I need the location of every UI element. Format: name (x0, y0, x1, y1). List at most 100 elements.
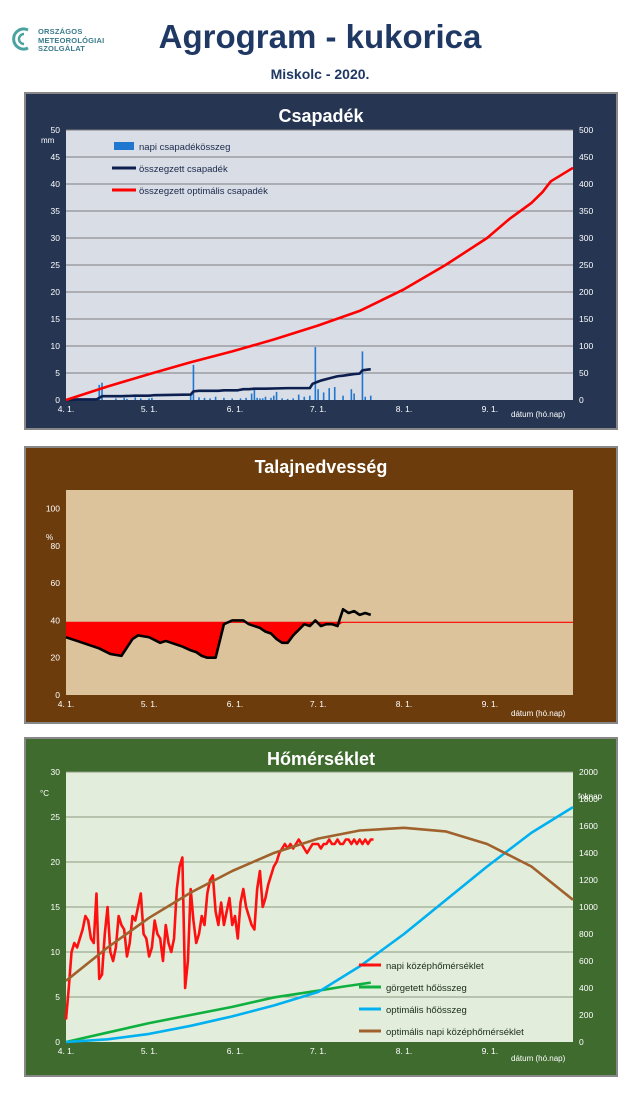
y-right-tick-label: 1000 (579, 902, 598, 912)
y-tick-label: 5 (55, 992, 60, 1002)
y-right-tick-label: 0 (579, 395, 584, 405)
x-tick-label: 6. 1. (227, 404, 244, 414)
x-tick-label: 4. 1. (58, 404, 75, 414)
chart-title: Hőmérséklet (267, 749, 375, 769)
series-line (65, 805, 574, 1044)
y-tick-label: 10 (51, 341, 61, 351)
bar (361, 351, 364, 400)
legend-label: napi középhőmérséklet (386, 961, 484, 972)
chart-marks: 0 20 40 60 80 100 4. 1. 5. 1. 6. 1. 7. 1. 8. 1. 9. … (46, 504, 573, 709)
logo-text: ORSZÁGOS METEOROLÓGIAI SZOLGÁLAT (38, 27, 105, 53)
bar (198, 397, 200, 400)
chart-marks: 0 5 10 15 20 25 30 0 200 400 600 800 1000 1200 1400 160… (51, 767, 599, 1056)
y-tick-label: 100 (46, 504, 60, 514)
chart-marks: 0510152025303540455005010015020025030035… (51, 125, 594, 414)
bar (123, 397, 125, 400)
bar (192, 364, 195, 400)
bar (115, 398, 117, 400)
bar (140, 398, 142, 400)
y-tick-label: 5 (55, 368, 60, 378)
bar (98, 384, 101, 400)
x-tick-label: 7. 1. (310, 699, 327, 709)
chart-title: Talajnedvesség (255, 457, 388, 477)
y-tick-label: 30 (51, 233, 61, 243)
legend-swatch-bar (114, 142, 134, 150)
x-tick-label: 7. 1. (310, 404, 327, 414)
series-line (64, 838, 374, 1020)
y-tick-label: 30 (51, 767, 61, 777)
bar (303, 396, 306, 400)
y-right-tick-label: 100 (579, 341, 593, 351)
x-tick-label: 5. 1. (141, 404, 158, 414)
x-tick-label: 9. 1. (482, 699, 499, 709)
omsz-logo: ORSZÁGOS METEOROLÓGIAI SZOLGÁLAT (8, 24, 118, 64)
bar (214, 396, 217, 400)
y-tick-label: 40 (51, 179, 61, 189)
bar (281, 398, 283, 400)
csapadek-chart: Csapadék mm dátum (hó.nap) 0 5 10 15 20 25 30 3… (41, 106, 594, 419)
y-tick-label: 10 (51, 947, 61, 957)
x-tick-label: 9. 1. (482, 1046, 499, 1056)
bar (275, 391, 278, 400)
bar (101, 382, 103, 400)
bar (126, 398, 128, 400)
bar (261, 398, 264, 400)
y-axis-unit-right: foknap (578, 792, 603, 801)
bar (259, 398, 261, 400)
series-line (66, 367, 371, 402)
csapadek-panel: Csapadék mm dátum (hó.nap) 0 5 10 15 20 25 30 3… (24, 92, 618, 430)
y-tick-label: 80 (51, 541, 61, 551)
bar (364, 396, 367, 400)
homerseklet-panel: Hőmérséklet °C foknap dátum (hó.nap) 0 5 1… (24, 737, 618, 1077)
bar (314, 347, 317, 400)
x-tick-label: 4. 1. (58, 1046, 75, 1056)
y-tick-label: 15 (51, 902, 61, 912)
bar (239, 398, 242, 400)
series-line (65, 607, 372, 660)
deficit-area (66, 622, 371, 658)
y-axis-unit: % (46, 533, 53, 542)
x-tick-label: 4. 1. (58, 699, 75, 709)
bar (134, 397, 137, 400)
bar (151, 397, 153, 400)
bar (148, 398, 150, 400)
bar (264, 396, 267, 400)
bar (350, 389, 353, 400)
series-line (65, 981, 371, 1044)
bar (292, 398, 294, 400)
y-tick-label: 50 (51, 125, 61, 135)
y-tick-label: 45 (51, 152, 61, 162)
legend-label: összegzett optimális csapadék (139, 186, 268, 197)
y-right-tick-label: 300 (579, 233, 593, 243)
y-tick-label: 0 (55, 395, 60, 405)
talajnedvesseg-chart: Talajnedvesség % dátum (hó.nap) 0 20 40 60 8… (46, 457, 573, 718)
bar (333, 387, 336, 400)
legend-label: összegzett csapadék (139, 164, 228, 175)
y-right-tick-label: 1800 (579, 794, 598, 804)
y-right-tick-label: 150 (579, 314, 593, 324)
bar (189, 393, 192, 400)
bar (231, 398, 234, 400)
series-line (65, 826, 574, 982)
bar (317, 389, 319, 400)
plot-area (66, 490, 573, 695)
y-tick-label: 40 (51, 615, 61, 625)
y-right-tick-label: 400 (579, 983, 593, 993)
x-tick-label: 6. 1. (227, 699, 244, 709)
x-tick-label: 8. 1. (396, 699, 413, 709)
y-tick-label: 0 (55, 690, 60, 700)
bar (328, 388, 330, 400)
series-line (65, 166, 574, 402)
y-axis-unit: °C (40, 789, 49, 798)
y-tick-label: 35 (51, 206, 61, 216)
x-tick-label: 8. 1. (396, 1046, 413, 1056)
x-tick-label: 8. 1. (396, 404, 413, 414)
y-tick-label: 25 (51, 260, 61, 270)
chart-title: Csapadék (278, 106, 364, 126)
y-right-tick-label: 350 (579, 206, 593, 216)
x-axis-label: dátum (hó.nap) (511, 410, 566, 419)
bar (223, 397, 225, 400)
y-tick-label: 20 (51, 287, 61, 297)
y-tick-label: 25 (51, 812, 61, 822)
talajnedvesseg-panel: Talajnedvesség % dátum (hó.nap) 0 20 40 60 8… (24, 446, 618, 724)
